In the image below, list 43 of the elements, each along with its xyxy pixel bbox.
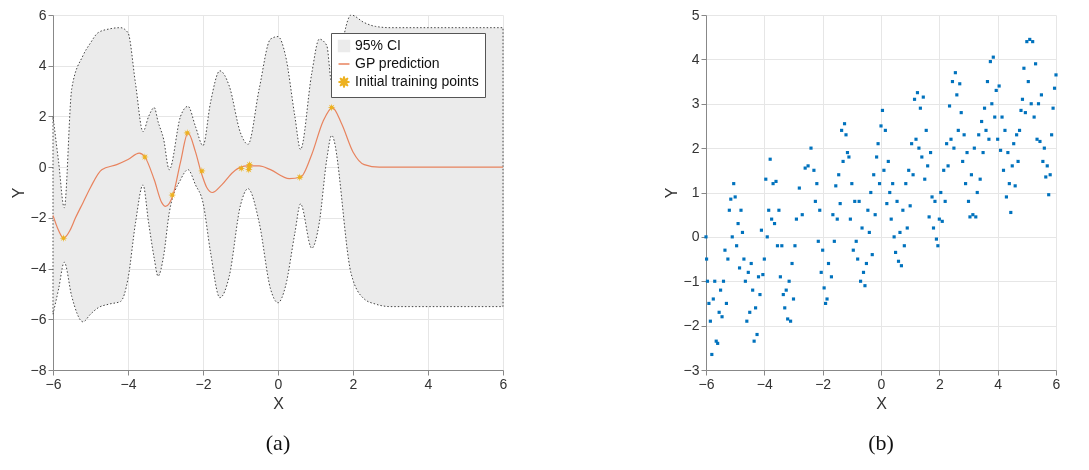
text: (b) [868,430,894,455]
point [237,164,246,173]
x-tick-label: −2 [195,375,212,392]
point [327,103,336,112]
x-axis-title: X [273,394,285,412]
y-tick-label: −6 [30,310,47,327]
point [295,173,304,182]
y-tick-label: 1 [691,184,700,200]
x-tick-label: 6 [1052,375,1061,392]
legend-label: 95% CI [355,37,401,53]
x-tick-label: 2 [349,375,358,392]
legend-label: GP prediction [355,55,440,71]
y-tick-label: −8 [30,361,47,378]
text: (a) [265,430,291,455]
y-tick-label: 6 [38,6,47,23]
y-tick-label: 0 [38,158,47,175]
point [183,129,192,137]
y-tick-label: 2 [38,107,47,124]
x-tick-label: 0 [274,375,283,392]
x-tick-label: −4 [120,375,137,392]
y-axis-title: Y [9,187,27,199]
x-tick-label: 6 [499,375,508,392]
x-tick-label: 0 [877,375,886,392]
x-tick-label: 2 [935,375,944,392]
x-tick-label: 4 [994,375,1003,392]
y-tick-label: −2 [30,209,47,226]
x-tick-label: 4 [424,375,433,392]
y-tick-label: 4 [38,57,47,74]
y-tick-label: −4 [30,260,47,277]
y-tick-label: 0 [691,228,700,245]
y-axis-title: Y [662,187,680,199]
y-tick-label: −2 [683,317,700,334]
x-tick-label: −4 [756,375,774,392]
x-axis-title: X [876,394,888,412]
y-tick-label: −1 [683,272,700,289]
point [59,234,68,243]
y-tick-label: 4 [691,50,700,67]
y-tick-label: −3 [683,361,700,378]
y-tick-label: 3 [691,95,700,112]
legend-label: Initial training points [355,73,479,89]
y-tick-label: 2 [691,139,700,156]
x-tick-label: −2 [815,375,832,392]
y-tick-label: 5 [691,6,700,23]
